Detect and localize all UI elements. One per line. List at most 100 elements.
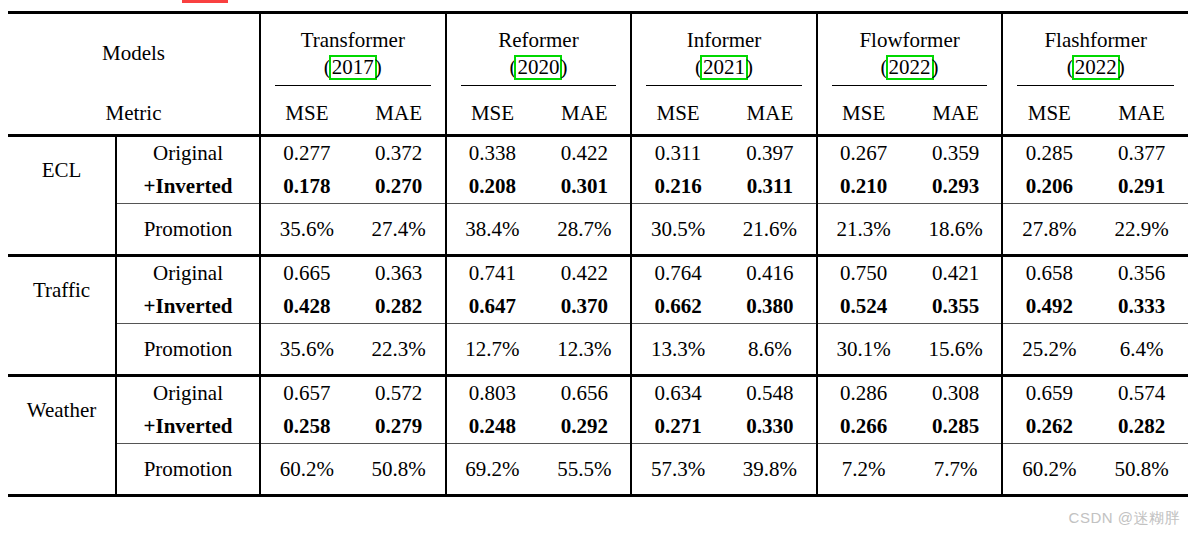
- value-cell: 0.285: [1002, 136, 1095, 171]
- table-row-traffic-promotion: Promotion 35.6% 22.3% 12.7% 12.3% 13.3% …: [8, 324, 1188, 376]
- value-cell: 0.178: [260, 170, 353, 204]
- value-cell: 0.548: [724, 376, 817, 411]
- value-cell: 0.270: [353, 170, 446, 204]
- value-cell: 0.662: [631, 290, 724, 324]
- citation-year-link[interactable]: 2020: [514, 55, 562, 80]
- promotion-cell: 27.8%: [1002, 204, 1095, 256]
- table-row-weather-promotion: Promotion 60.2% 50.8% 69.2% 55.5% 57.3% …: [8, 444, 1188, 496]
- value-cell: 0.657: [260, 376, 353, 411]
- value-cell: 0.216: [631, 170, 724, 204]
- dataset-label-ecl: ECL: [8, 136, 116, 204]
- value-cell: 0.659: [1002, 376, 1095, 411]
- promotion-cell: 15.6%: [910, 324, 1003, 376]
- promotion-cell: 30.5%: [631, 204, 724, 256]
- promotion-cell: 55.5%: [538, 444, 631, 496]
- promotion-cell: 57.3%: [631, 444, 724, 496]
- citation-year-link[interactable]: 2022: [886, 55, 934, 80]
- header-cmidrule: [832, 85, 988, 86]
- model-year: (2020): [447, 54, 631, 80]
- value-cell: 0.248: [446, 410, 539, 444]
- value-cell: 0.258: [260, 410, 353, 444]
- promotion-cell: 12.3%: [538, 324, 631, 376]
- metric-col-header: MSE: [631, 92, 724, 136]
- promotion-cell: 7.2%: [817, 444, 910, 496]
- metric-col-header: MSE: [260, 92, 353, 136]
- value-cell: 0.741: [446, 256, 539, 291]
- red-annotation-fragment: [182, 0, 228, 3]
- model-name: Transformer: [261, 27, 445, 53]
- model-name: Reformer: [447, 27, 631, 53]
- value-cell: 0.372: [353, 136, 446, 171]
- value-cell: 0.656: [538, 376, 631, 411]
- value-cell: 0.285: [910, 410, 1003, 444]
- dataset-spacer: [8, 324, 116, 376]
- models-header-label: Models: [8, 13, 260, 93]
- citation-year-link[interactable]: 2021: [700, 55, 748, 80]
- dataset-spacer: [8, 444, 116, 496]
- metric-col-header: MSE: [817, 92, 910, 136]
- value-cell: 0.292: [538, 410, 631, 444]
- value-cell: 0.665: [260, 256, 353, 291]
- model-name: Flashformer: [1003, 27, 1188, 53]
- metric-col-header: MAE: [353, 92, 446, 136]
- value-cell: 0.266: [817, 410, 910, 444]
- model-header-transformer: Transformer (2017): [260, 13, 446, 93]
- table-row-weather-original: Weather Original 0.657 0.572 0.803 0.656…: [8, 376, 1188, 411]
- value-cell: 0.359: [910, 136, 1003, 171]
- promotion-cell: 69.2%: [446, 444, 539, 496]
- value-cell: 0.277: [260, 136, 353, 171]
- value-cell: 0.301: [538, 170, 631, 204]
- row-label-original: Original: [116, 136, 260, 171]
- model-name: Informer: [632, 27, 816, 53]
- results-table: Models Transformer (2017) Reformer (2020…: [8, 11, 1188, 497]
- header-row-models: Models Transformer (2017) Reformer (2020…: [8, 13, 1188, 93]
- value-cell: 0.208: [446, 170, 539, 204]
- value-cell: 0.370: [538, 290, 631, 324]
- row-label-promotion: Promotion: [116, 444, 260, 496]
- value-cell: 0.764: [631, 256, 724, 291]
- row-label-inverted: +Inverted: [116, 410, 260, 444]
- value-cell: 0.206: [1002, 170, 1095, 204]
- value-cell: 0.210: [817, 170, 910, 204]
- value-cell: 0.311: [724, 170, 817, 204]
- model-year: (2022): [818, 54, 1002, 80]
- promotion-cell: 21.6%: [724, 204, 817, 256]
- row-label-original: Original: [116, 376, 260, 411]
- model-header-reformer: Reformer (2020): [446, 13, 632, 93]
- value-cell: 0.355: [910, 290, 1003, 324]
- promotion-cell: 18.6%: [910, 204, 1003, 256]
- citation-year-link[interactable]: 2017: [329, 55, 377, 80]
- metric-col-header: MAE: [538, 92, 631, 136]
- value-cell: 0.750: [817, 256, 910, 291]
- promotion-cell: 7.7%: [910, 444, 1003, 496]
- header-cmidrule: [646, 85, 802, 86]
- citation-year-link[interactable]: 2022: [1072, 55, 1120, 80]
- value-cell: 0.311: [631, 136, 724, 171]
- value-cell: 0.293: [910, 170, 1003, 204]
- header-cmidrule: [461, 85, 617, 86]
- dataset-spacer: [8, 204, 116, 256]
- model-year: (2017): [261, 54, 445, 80]
- table-row-ecl-promotion: Promotion 35.6% 27.4% 38.4% 28.7% 30.5% …: [8, 204, 1188, 256]
- value-cell: 0.421: [910, 256, 1003, 291]
- metric-col-header: MAE: [724, 92, 817, 136]
- promotion-cell: 60.2%: [1002, 444, 1095, 496]
- promotion-cell: 39.8%: [724, 444, 817, 496]
- value-cell: 0.574: [1095, 376, 1188, 411]
- row-label-inverted: +Inverted: [116, 170, 260, 204]
- header-cmidrule: [275, 85, 431, 86]
- table-row-ecl-original: ECL Original 0.277 0.372 0.338 0.422 0.3…: [8, 136, 1188, 171]
- promotion-cell: 8.6%: [724, 324, 817, 376]
- promotion-cell: 35.6%: [260, 324, 353, 376]
- promotion-cell: 27.4%: [353, 204, 446, 256]
- promotion-cell: 50.8%: [1095, 444, 1188, 496]
- promotion-cell: 35.6%: [260, 204, 353, 256]
- table-row-traffic-inverted: +Inverted 0.428 0.282 0.647 0.370 0.662 …: [8, 290, 1188, 324]
- value-cell: 0.416: [724, 256, 817, 291]
- metric-col-header: MAE: [1095, 92, 1188, 136]
- value-cell: 0.572: [353, 376, 446, 411]
- csdn-watermark: CSDN @迷糊胖: [1069, 509, 1180, 528]
- metric-header-label: Metric: [8, 92, 260, 136]
- model-header-informer: Informer (2021): [631, 13, 817, 93]
- value-cell: 0.271: [631, 410, 724, 444]
